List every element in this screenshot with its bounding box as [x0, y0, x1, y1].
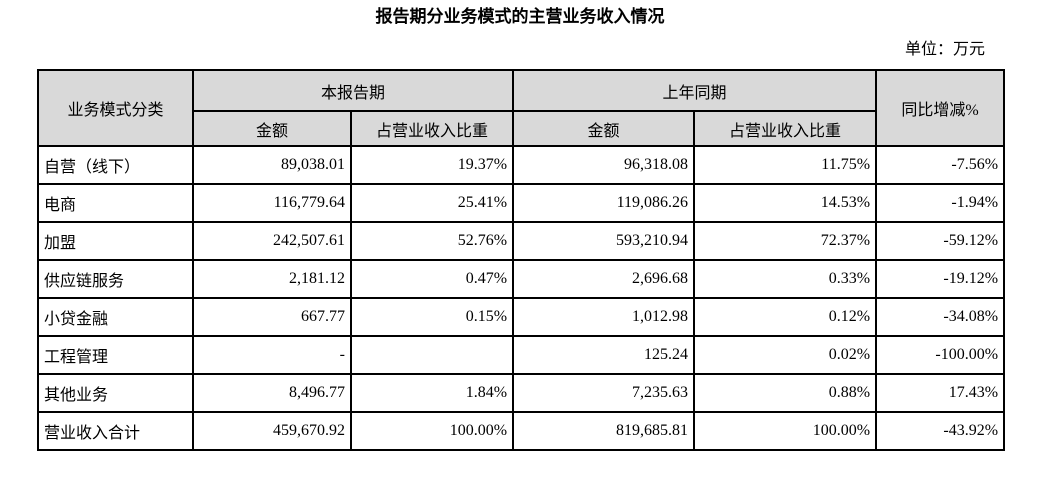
- prior-amount-cell: 125.24: [512, 335, 696, 375]
- category-cell: 其他业务: [37, 373, 194, 413]
- prior-ratio-cell: 0.33%: [693, 259, 878, 299]
- yoy-cell: 17.43%: [875, 373, 1006, 413]
- table-row: 供应链服务 2,181.12 0.47% 2,696.68 0.33% -19.12%: [37, 259, 1006, 299]
- header-row-groups: 业务模式分类 本报告期 上年同期 同比增减%: [37, 69, 1006, 147]
- prior-amount-cell: 819,685.81: [512, 411, 696, 451]
- table-row: 营业收入合计 459,670.92 100.00% 819,685.81 100.00%…: [37, 411, 1006, 451]
- current-amount-cell: 8,496.77: [192, 373, 352, 413]
- header-current-amount: 金额: [192, 110, 352, 147]
- current-ratio-cell: 52.76%: [349, 221, 515, 261]
- header-category: 业务模式分类: [37, 69, 194, 147]
- prior-ratio-cell: 0.12%: [693, 297, 878, 337]
- header-prior-amount: 金额: [512, 110, 696, 147]
- yoy-cell: -43.92%: [875, 411, 1006, 451]
- prior-ratio-cell: 72.37%: [693, 221, 878, 261]
- prior-amount-cell: 593,210.94: [512, 221, 696, 261]
- header-current-period: 本报告期: [191, 69, 515, 112]
- table-row: 小贷金融 667.77 0.15% 1,012.98 0.12% -34.08%: [37, 297, 1006, 337]
- table-row: 加盟 242,507.61 52.76% 593,210.94 72.37% -59.12…: [37, 221, 1006, 261]
- current-ratio-cell: 100.00%: [349, 411, 515, 451]
- current-amount-cell: 667.77: [192, 297, 352, 337]
- current-amount-cell: 2,181.12: [192, 259, 352, 299]
- table-row: 电商 116,779.64 25.41% 119,086.26 14.53% -1.94%: [37, 183, 1006, 223]
- prior-amount-cell: 1,012.98: [512, 297, 696, 337]
- current-amount-cell: 242,507.61: [192, 221, 352, 261]
- category-cell: 加盟: [37, 221, 194, 261]
- prior-amount-cell: 96,318.08: [512, 145, 696, 185]
- yoy-cell: -34.08%: [875, 297, 1006, 337]
- table-row: 其他业务 8,496.77 1.84% 7,235.63 0.88% 17.43%: [37, 373, 1006, 413]
- header-yoy-change: 同比增减%: [875, 69, 1006, 147]
- current-ratio-cell: 0.47%: [349, 259, 515, 299]
- current-ratio-cell: 1.84%: [349, 373, 515, 413]
- content-wrapper: 报告期分业务模式的主营业务收入情况 单位：万元 业务模式分类 本报告期 上年同期…: [37, 0, 1006, 451]
- prior-ratio-cell: 11.75%: [693, 145, 878, 185]
- yoy-cell: -1.94%: [875, 183, 1006, 223]
- yoy-cell: -100.00%: [875, 335, 1006, 375]
- category-cell: 营业收入合计: [37, 411, 194, 451]
- unit-label: 单位：万元: [904, 41, 985, 58]
- yoy-cell: -19.12%: [875, 259, 1006, 299]
- prior-amount-cell: 119,086.26: [512, 183, 696, 223]
- current-amount-cell: 89,038.01: [192, 145, 352, 185]
- category-cell: 小贷金融: [37, 297, 194, 337]
- header-prior-period: 上年同期: [512, 69, 878, 112]
- category-cell: 电商: [37, 183, 194, 223]
- current-amount-cell: 459,670.92: [192, 411, 352, 451]
- table-row: 自营（线下） 89,038.01 19.37% 96,318.08 11.75% -7.5…: [37, 145, 1006, 185]
- yoy-cell: -59.12%: [875, 221, 1006, 261]
- current-amount-cell: 116,779.64: [192, 183, 352, 223]
- page-title: 报告期分业务模式的主营业务收入情况: [375, 7, 665, 26]
- prior-amount-cell: 7,235.63: [512, 373, 696, 413]
- revenue-table: 业务模式分类 本报告期 上年同期 同比增减% 金额 占营业收入比重 金额 占营业…: [37, 69, 1006, 451]
- prior-ratio-cell: 100.00%: [693, 411, 878, 451]
- prior-ratio-cell: 0.02%: [693, 335, 878, 375]
- yoy-cell: -7.56%: [875, 145, 1006, 185]
- header-prior-ratio: 占营业收入比重: [693, 110, 878, 147]
- current-ratio-cell: 19.37%: [349, 145, 515, 185]
- current-ratio-cell: [349, 335, 515, 375]
- category-cell: 供应链服务: [37, 259, 194, 299]
- prior-ratio-cell: 0.88%: [693, 373, 878, 413]
- table-header: 业务模式分类 本报告期 上年同期 同比增减% 金额 占营业收入比重 金额 占营业…: [37, 69, 1006, 147]
- current-amount-cell: -: [192, 335, 352, 375]
- current-ratio-cell: 0.15%: [349, 297, 515, 337]
- table-row: 工程管理 - 125.24 0.02% -100.00%: [37, 335, 1006, 375]
- category-cell: 自营（线下）: [37, 145, 194, 185]
- header-row-subcolumns: 金额 占营业收入比重 金额 占营业收入比重: [38, 110, 1004, 147]
- prior-ratio-cell: 14.53%: [693, 183, 878, 223]
- table-body: 自营（线下） 89,038.01 19.37% 96,318.08 11.75% -7.5…: [37, 145, 1006, 451]
- header-current-ratio: 占营业收入比重: [349, 110, 515, 147]
- current-ratio-cell: 25.41%: [349, 183, 515, 223]
- category-cell: 工程管理: [37, 335, 194, 375]
- prior-amount-cell: 2,696.68: [512, 259, 696, 299]
